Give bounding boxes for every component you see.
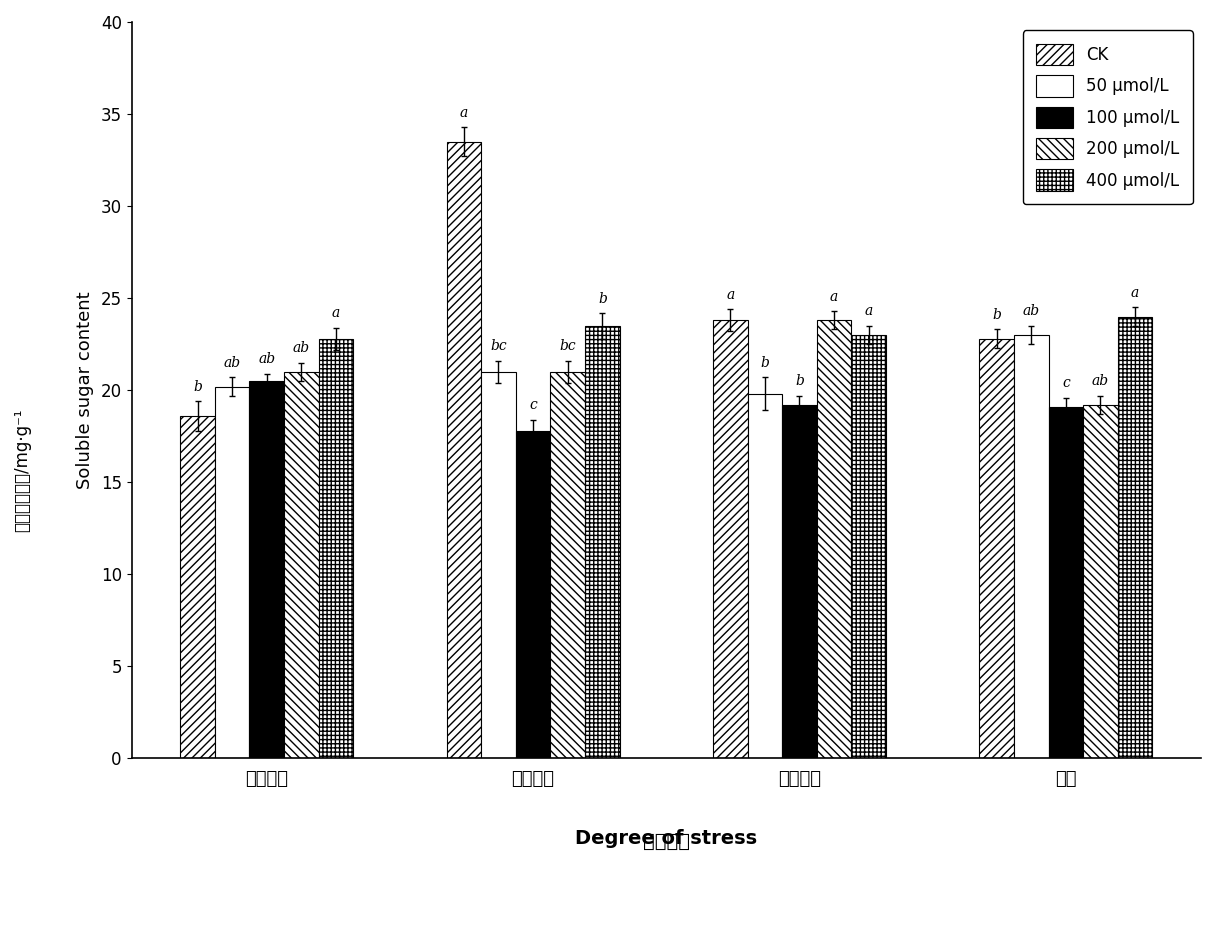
Text: 可溶性糖含量/mg·g⁻¹: 可溶性糖含量/mg·g⁻¹	[13, 408, 30, 532]
Text: ab: ab	[224, 356, 241, 370]
Bar	[1048, 407, 1083, 759]
Text: a: a	[460, 105, 468, 119]
Text: a: a	[1131, 286, 1139, 300]
Bar	[319, 338, 354, 759]
X-axis label: Degree of stress: Degree of stress	[575, 829, 758, 848]
Bar	[285, 372, 319, 759]
Text: ab: ab	[1092, 374, 1109, 388]
Bar	[249, 381, 285, 759]
Text: c: c	[529, 399, 537, 413]
Text: b: b	[760, 356, 770, 370]
Bar	[551, 372, 585, 759]
Text: 胁迫程度: 胁迫程度	[643, 832, 689, 851]
Text: ab: ab	[1023, 305, 1040, 319]
Text: b: b	[598, 291, 607, 306]
Bar	[215, 386, 249, 759]
Bar	[446, 142, 482, 759]
Text: ab: ab	[293, 341, 310, 355]
Text: b: b	[193, 380, 202, 394]
Bar	[1118, 317, 1153, 759]
Bar	[851, 335, 886, 759]
Bar	[1083, 405, 1118, 759]
Bar	[180, 416, 215, 759]
Text: ab: ab	[258, 352, 275, 367]
Bar	[585, 326, 620, 759]
Text: c: c	[1062, 376, 1070, 390]
Y-axis label: Soluble sugar content: Soluble sugar content	[75, 291, 94, 489]
Text: a: a	[831, 290, 838, 304]
Bar	[782, 405, 817, 759]
Bar	[1014, 335, 1048, 759]
Bar	[979, 338, 1014, 759]
Bar	[748, 394, 782, 759]
Bar	[713, 321, 748, 759]
Text: a: a	[726, 288, 734, 302]
Text: b: b	[992, 308, 1001, 322]
Bar	[817, 321, 851, 759]
Text: b: b	[795, 374, 804, 388]
Bar	[482, 372, 516, 759]
Text: a: a	[865, 305, 873, 319]
Text: bc: bc	[490, 339, 507, 353]
Legend: CK, 50 μmol/L, 100 μmol/L, 200 μmol/L, 400 μmol/L: CK, 50 μmol/L, 100 μmol/L, 200 μmol/L, 4…	[1023, 30, 1193, 204]
Text: bc: bc	[559, 339, 576, 353]
Bar	[516, 431, 551, 759]
Text: a: a	[332, 306, 340, 321]
